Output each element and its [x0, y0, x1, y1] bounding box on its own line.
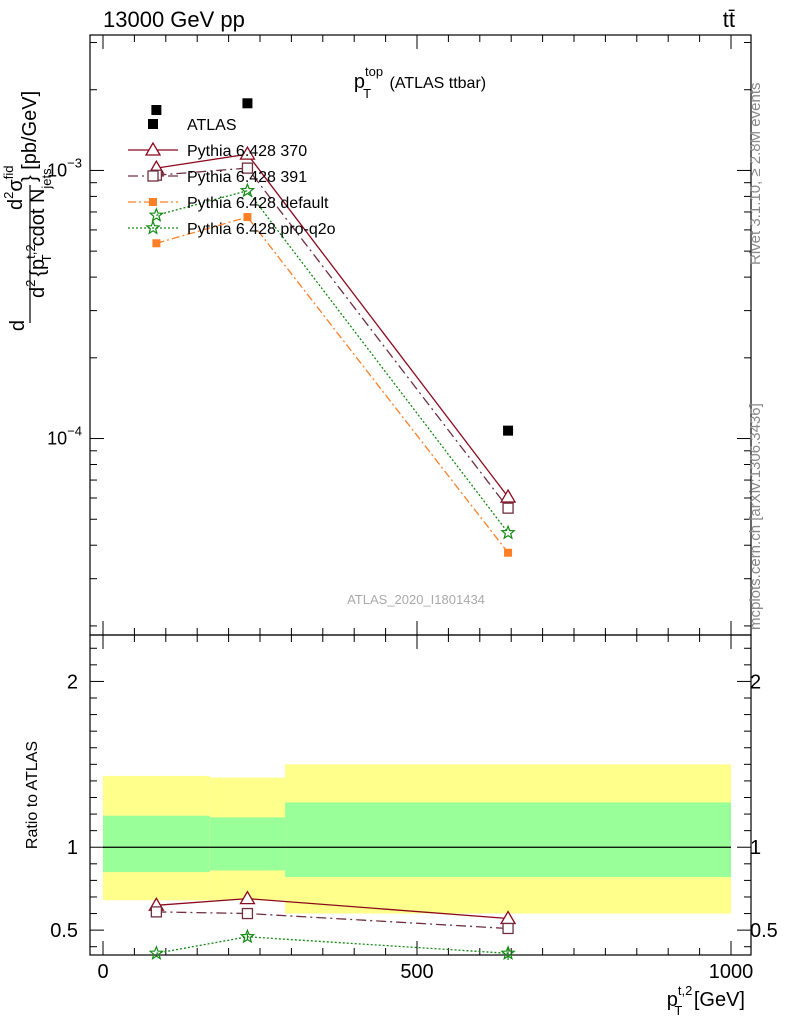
main-point-0-2	[503, 425, 514, 436]
main-point-3-0	[152, 239, 161, 248]
main-point-4-1	[239, 182, 256, 198]
plot-title-sup: top	[365, 64, 383, 79]
plot-title-suffix: (ATLAS ttbar)	[385, 75, 486, 92]
main-ytick-label-2: 10−4	[47, 424, 82, 449]
main-y-axis-label: d d2σfid d2{pt,2Tcdot Njets } [pb/GeV]	[1, 91, 54, 331]
ratio-point-1-1	[241, 907, 254, 920]
y-label-num-d: d	[5, 199, 27, 210]
main-ytick-label-1: 10−3	[47, 155, 82, 180]
x-label-p: p	[667, 989, 678, 1011]
legend-label-3: Pythia 6.428 default	[187, 195, 329, 212]
legend-label-4: Pythia 6.428 pro-q2o	[187, 221, 336, 238]
plot-title: ptop T (ATLAS ttbar)	[354, 64, 486, 101]
rivet-label: Rivet 3.1.10, ≥ 2.8M events	[747, 83, 764, 266]
main-point-1-1	[239, 145, 256, 160]
ratio-ytick-label-right-0: 0.5	[750, 920, 778, 942]
y-label-pt-sub: T	[39, 254, 54, 262]
analysis-watermark: ATLAS_2020_I1801434	[347, 592, 485, 607]
main-point-2-2	[502, 502, 514, 514]
y-label-sigma: σ	[5, 179, 27, 192]
ratio-point-0-1	[239, 890, 256, 905]
ratio-plot-frame	[89, 634, 752, 956]
ratio-axis-ticks: 0.5 0.5 1 1 2 2 0 500 1000	[50, 635, 778, 983]
band-green-0	[103, 815, 210, 873]
x-label-sub: T	[674, 1003, 682, 1018]
svg-text:d2{pt,2Tcdot Njets: d2{pt,2Tcdot Njets	[23, 168, 54, 298]
y-label-pt: {p	[27, 259, 49, 277]
ratio-line-2	[156, 936, 509, 954]
main-line-2	[156, 167, 509, 509]
ratio-ytick-label-right-2: 2	[750, 671, 761, 693]
plot-title-sub: T	[363, 86, 371, 101]
legend-marker-4	[145, 219, 161, 235]
ratio-point-2-2	[500, 945, 516, 960]
legend-label-1: Pythia 6.428 370	[187, 143, 307, 160]
y-label-unit: } [pb/GeV]	[19, 91, 41, 182]
xtick-label-0: 0	[97, 961, 108, 983]
y-label-num-sup: 2	[1, 192, 16, 199]
ratio-ytick-label-left-0: 0.5	[50, 920, 78, 942]
main-line-3	[156, 216, 509, 554]
main-point-2-1	[241, 162, 254, 174]
main-point-0-1	[242, 98, 253, 109]
ratio-uncertainty-bands	[103, 764, 731, 914]
plot-title-p: p	[354, 71, 365, 93]
y-label-fid: fid	[1, 166, 16, 180]
header-right: tt̄	[723, 7, 735, 32]
y-label-frac-d: d	[7, 320, 29, 331]
ratio-ytick-label-left-1: 1	[67, 837, 78, 859]
ratio-point-1-0	[150, 906, 163, 918]
mcplots-label: mcplots.cern.ch [arXiv:1306.3436]	[747, 403, 764, 630]
legend-label-2: Pythia 6.428 391	[187, 169, 307, 186]
main-series-layer	[148, 98, 517, 557]
x-label-sup: t,2	[678, 983, 692, 998]
ratio-point-1-2	[502, 922, 514, 935]
svg-text:d2σfid: d2σfid	[1, 166, 27, 210]
ratio-line-1	[156, 911, 509, 930]
main-point-4-2	[500, 524, 516, 540]
band-green-2	[285, 802, 731, 878]
ratio-series-layer	[148, 890, 517, 960]
y-label-n: cdot N	[27, 189, 49, 247]
x-axis-label: pt,2 T [GeV]	[667, 983, 745, 1018]
ratio-point-2-0	[148, 945, 165, 960]
y-label-n-sub: jets	[39, 168, 54, 190]
main-point-3-2	[504, 548, 513, 557]
main-point-0-0	[151, 105, 162, 116]
xtick-label-1: 500	[400, 961, 433, 983]
main-point-4-0	[148, 207, 165, 222]
legend-marker-1	[144, 141, 162, 156]
legend-marker-2	[147, 170, 159, 182]
x-label-unit: [GeV]	[688, 989, 745, 1011]
main-axis-ticks: 10−210−310−4	[47, 35, 751, 635]
ratio-y-axis-label: Ratio to ATLAS	[24, 741, 41, 849]
ratio-ytick-label-left-2: 2	[67, 671, 78, 693]
ratio-point-2-1	[239, 928, 256, 944]
legend-marker-3	[149, 198, 157, 206]
header-left: 13000 GeV pp	[103, 7, 245, 32]
legend: ATLAS Pythia 6.428 370 Pythia 6.428 391 Pyt…	[128, 117, 336, 238]
main-point-3-1	[243, 213, 252, 222]
legend-marker-0	[148, 119, 158, 129]
main-line-4	[156, 189, 509, 534]
ratio-ytick-label-right-1: 1	[750, 837, 761, 859]
xtick-label-2: 1000	[709, 961, 754, 983]
main-point-1-2	[499, 488, 517, 503]
y-label-d2: d	[27, 287, 49, 298]
band-green-1	[209, 817, 286, 871]
legend-label-0: ATLAS	[187, 117, 237, 134]
